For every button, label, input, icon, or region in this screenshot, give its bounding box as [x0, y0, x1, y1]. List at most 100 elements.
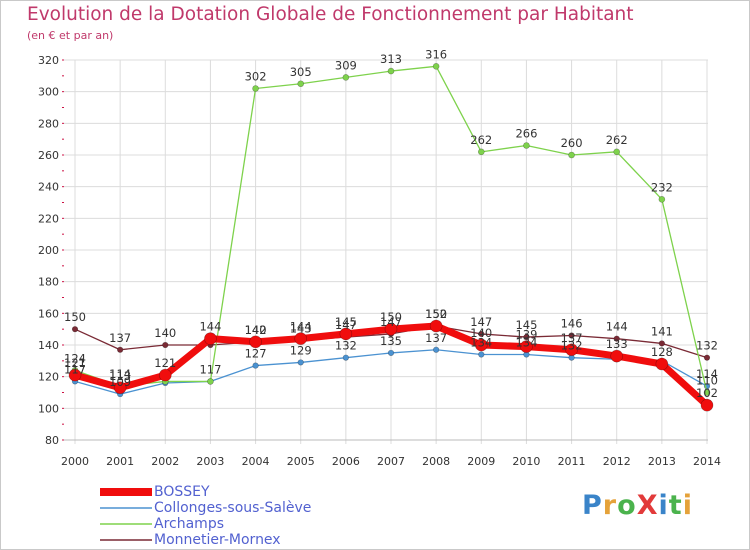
y-tick-label: 100 — [38, 402, 59, 415]
legend-label: Collonges-sous-Salève — [154, 500, 312, 516]
legend-item-bossey: BOSSEY — [100, 484, 311, 500]
data-label-collonges-sous-sal-ve: 127 — [245, 347, 267, 361]
data-point-collonges-sous-sal-ve — [433, 346, 440, 353]
data-point-monnetier-mornex — [523, 333, 530, 341]
data-point-bossey — [249, 335, 262, 349]
data-point-bossey — [158, 368, 172, 382]
legend-item-archamps: Archamps — [100, 516, 311, 532]
data-label-bossey: 113 — [109, 369, 131, 383]
data-label-collonges-sous-sal-ve: 117 — [64, 362, 86, 376]
y-tick-label: 320 — [38, 54, 59, 67]
data-point-bossey — [113, 381, 127, 395]
legend-label: Monnetier-Mornex — [154, 532, 281, 548]
data-label-collonges-sous-sal-ve: 129 — [290, 343, 312, 357]
data-label-monnetier-mornex: 147 — [335, 318, 357, 332]
data-label-bossey: 150 — [380, 310, 402, 324]
data-label-monnetier-mornex: 145 — [515, 318, 537, 332]
legend-label: BOSSEY — [154, 484, 210, 500]
data-label-monnetier-mornex: 137 — [109, 331, 131, 345]
x-tick-label: 2003 — [196, 455, 224, 468]
data-point-bossey — [565, 343, 578, 357]
data-point-archamps — [252, 85, 259, 92]
data-point-archamps — [613, 148, 621, 156]
x-tick-label: 2006 — [332, 455, 360, 468]
chart-title: Evolution de la Dotation Globale de Fonc… — [27, 4, 634, 25]
data-point-monnetier-mornex — [71, 326, 79, 333]
data-label-monnetier-mornex: 132 — [696, 339, 718, 353]
x-tick-label: 2008 — [422, 455, 450, 468]
x-tick-label: 2007 — [377, 455, 405, 468]
x-tick-label: 2002 — [151, 455, 179, 468]
data-point-collonges-sous-sal-ve — [342, 354, 349, 361]
data-label-monnetier-mornex: 144 — [606, 320, 628, 334]
logo-letter: i — [658, 490, 669, 521]
data-label-archamps: 124 — [64, 351, 86, 365]
data-label-monnetier-mornex: 146 — [561, 317, 583, 331]
logo-letter: P — [582, 490, 603, 521]
data-label-monnetier-mornex: 150 — [64, 310, 86, 324]
logo-letter: r — [602, 490, 618, 521]
data-point-monnetier-mornex — [568, 332, 575, 339]
data-label-bossey: 145 — [335, 315, 357, 329]
series-layer — [68, 63, 714, 412]
data-point-monnetier-mornex — [658, 340, 665, 347]
data-label-bossey: 137 — [561, 331, 583, 345]
data-label-archamps: 110 — [696, 374, 718, 388]
data-point-archamps — [387, 67, 395, 75]
x-tick-label: 2013 — [648, 455, 676, 468]
y-tick-label: 180 — [38, 276, 59, 289]
y-tick-label: 120 — [38, 371, 59, 384]
data-label-bossey: 128 — [651, 345, 673, 359]
data-label-monnetier-mornex: 142 — [245, 323, 267, 337]
data-label-archamps: 309 — [335, 58, 357, 72]
logo-letter: i — [682, 490, 693, 521]
data-label-archamps: 117 — [199, 362, 221, 376]
y-tick-label: 220 — [38, 212, 59, 225]
data-label-archamps: 302 — [245, 70, 267, 84]
x-tick-label: 2004 — [242, 455, 270, 468]
y-tick-label: 80 — [45, 434, 59, 447]
data-label-bossey: 140 — [470, 326, 492, 340]
x-tick-label: 2001 — [106, 455, 134, 468]
legend-item-monnetier: Monnetier-Mornex — [100, 532, 311, 548]
data-point-bossey — [520, 340, 533, 353]
data-point-collonges-sous-sal-ve — [387, 349, 395, 357]
x-tick-label: 2005 — [287, 455, 315, 468]
y-tick-label: 280 — [38, 117, 59, 130]
logo-letter: t — [668, 490, 683, 521]
data-point-bossey — [339, 327, 353, 341]
x-tick-label: 2009 — [467, 455, 495, 468]
data-point-monnetier-mornex — [162, 341, 169, 349]
data-point-collonges-sous-sal-ve — [297, 359, 304, 366]
data-point-monnetier-mornex — [478, 330, 485, 338]
data-label-bossey: 133 — [606, 337, 628, 351]
data-point-archamps — [477, 148, 485, 156]
data-label-archamps: 305 — [290, 65, 312, 79]
data-point-bossey — [700, 398, 714, 412]
data-point-bossey — [204, 332, 217, 345]
series-bossey — [68, 319, 714, 412]
data-label-bossey: 140 — [245, 323, 267, 337]
data-point-archamps — [703, 389, 711, 396]
data-label-bossey: 144 — [199, 320, 221, 334]
data-label-archamps: 260 — [561, 136, 583, 150]
data-label-bossey: 139 — [515, 328, 537, 342]
legend: BOSSEY Collonges-sous-Salève Archamps Mo… — [100, 484, 311, 548]
y-tick-label: 140 — [38, 339, 59, 352]
data-point-bossey — [68, 368, 82, 382]
y-tick-label: 200 — [38, 244, 59, 257]
data-label-archamps: 114 — [109, 367, 131, 381]
y-tick-label: 300 — [38, 86, 59, 99]
chart-subtitle: (en € et par an) — [27, 29, 114, 42]
x-tick-label: 2014 — [693, 455, 721, 468]
x-tick-label: 2000 — [61, 455, 89, 468]
data-label-collonges-sous-sal-ve: 109 — [109, 375, 131, 389]
data-point-archamps — [523, 142, 530, 149]
data-point-bossey — [655, 357, 669, 371]
data-label-monnetier-mornex: 147 — [470, 315, 492, 329]
data-label-archamps: 266 — [515, 127, 537, 141]
data-point-collonges-sous-sal-ve — [478, 351, 485, 358]
